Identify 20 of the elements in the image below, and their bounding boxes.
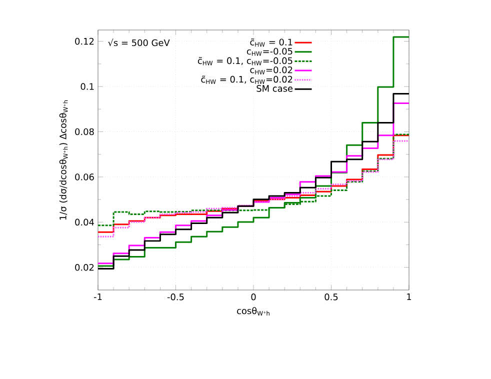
y-tick-label: 0.12 (75, 38, 94, 45)
legend-label: c$_{HW}$=-0.05 (246, 48, 292, 56)
x-tick-label: -0.5 (167, 294, 184, 300)
legend-label: c̃$_{HW}$ = 0.1, c$_{HW}$=0.02 (201, 76, 292, 84)
x-tick-label: -1 (94, 294, 102, 300)
y-axis-title: 1/σ (dσ/dcosθ$_{W⁺h}$) Δcosθ$_{W⁺h}$ (59, 100, 68, 220)
legend-label: c$_{HW}$=0.02 (250, 66, 292, 74)
legend-label: SM case (256, 85, 293, 92)
legend-label: c̃$_{HW}$ = 0.1 (250, 38, 292, 47)
y-tick-label: 0.1 (80, 83, 94, 90)
y-tick-label: 0.08 (75, 128, 94, 136)
x-axis-title: cosθ$_{W⁺h}$ (237, 307, 270, 316)
y-tick-label: 0.04 (75, 218, 94, 226)
x-tick-label: 0.5 (324, 294, 338, 300)
x-tick-label: 1 (407, 294, 412, 300)
y-tick-label: 0.02 (75, 264, 94, 271)
legend-label: c̃$_{HW}$ = 0.1, c$_{HW}$=-0.05 (198, 56, 292, 66)
x-tick-label: 0 (251, 294, 256, 300)
y-tick-label: 0.06 (75, 174, 94, 180)
annotation: √s = 500 GeV (108, 38, 170, 46)
